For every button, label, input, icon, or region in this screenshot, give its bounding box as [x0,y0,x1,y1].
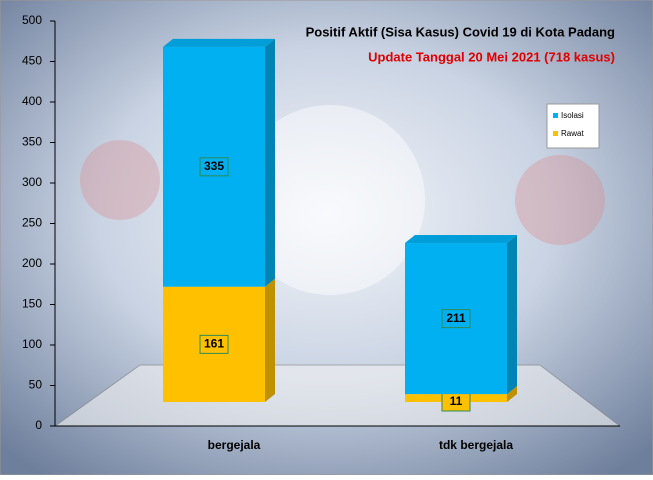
y-tick-label: 0 [35,418,42,432]
data-label-box [199,334,229,354]
data-label-box [441,309,471,329]
y-tick-label: 500 [22,13,42,27]
floor [53,364,622,427]
y-tick-label: 50 [29,378,43,392]
legend-box [546,103,600,149]
legend-label: Rawat [561,129,584,138]
bar-top [405,235,517,244]
bar-side [265,38,275,287]
bar-top [163,38,275,47]
data-label: 11 [450,394,463,408]
data-label: 211 [446,311,466,325]
bar-side [507,235,517,395]
legend: Isolasi Rawat [546,103,600,149]
legend-swatch [553,131,558,136]
y-tick-label: 200 [22,256,42,270]
decoration [235,105,425,295]
legend-label: Isolasi [561,111,584,120]
data-label: 335 [204,159,224,173]
chart-subtitle: Update Tanggal 20 Mei 2021 (718 kasus) [368,49,615,64]
y-tick-label: 100 [22,337,42,351]
x-tick-label: bergejala [208,438,261,452]
y-tick-label: 400 [22,94,42,108]
y-tick-label: 350 [22,135,42,149]
legend-swatch [553,113,558,118]
decoration [80,140,160,220]
y-tick-label: 150 [22,297,42,311]
chart-title: Positif Aktif (Sisa Kasus) Covid 19 di K… [306,24,615,39]
y-tick-label: 300 [22,175,42,189]
bar-side [265,278,275,402]
y-tick-label: 450 [22,54,42,68]
data-label-box [199,157,229,177]
decoration [515,155,605,245]
y-tick-label: 250 [22,216,42,230]
data-label: 161 [204,337,224,351]
x-tick-label: tdk bergejala [439,438,513,452]
bar-side [507,386,517,402]
